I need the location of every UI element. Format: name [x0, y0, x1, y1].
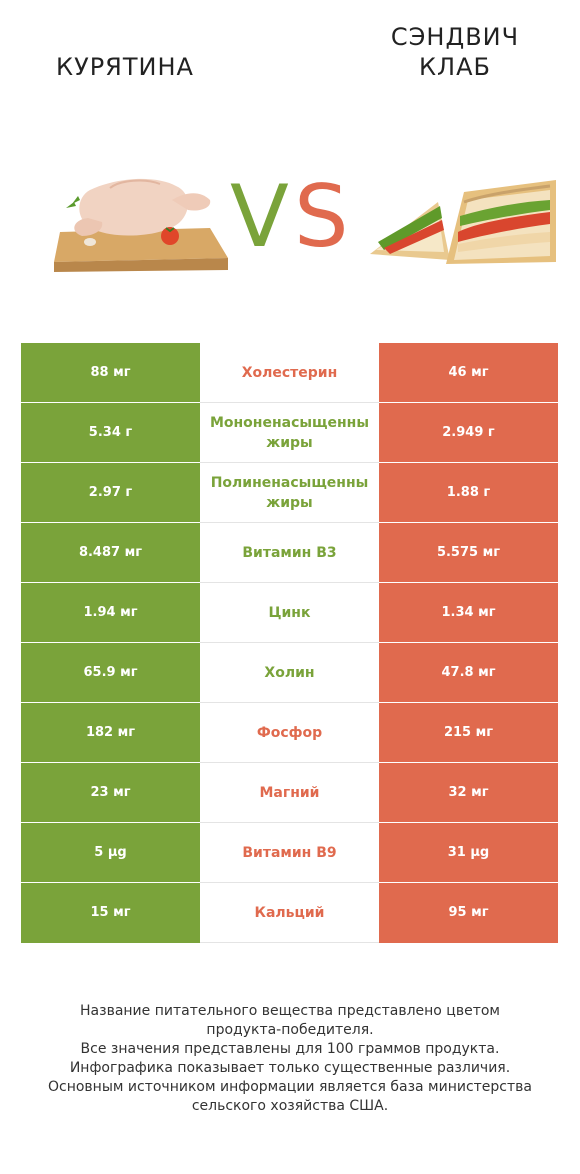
nutrient-name-label: Цинк [268, 604, 311, 621]
right-value: 95 мг [379, 882, 558, 943]
vs-letter-v: V [230, 167, 289, 260]
footnote-line: Название питательного вещества представл… [80, 1003, 500, 1019]
right-value: 47.8 мг [379, 642, 558, 703]
footnote-line: Инфографика показывает только существенн… [69, 1060, 511, 1076]
right-value: 1.88 г [379, 462, 558, 523]
nutrient-row: 2.97 г Полиненасыщенны жиры 1.88 г [21, 462, 558, 523]
nutrient-name: Кальций [200, 882, 379, 943]
nutrient-name: Холестерин [200, 343, 379, 403]
footnote-line: продукта-победителя. [206, 1022, 374, 1038]
nutrient-comparison-table: 88 мг Холестерин 46 мг 5.34 г Мононенасыщенн… [21, 343, 558, 943]
footnote-line: Основным источником информации является … [48, 1079, 532, 1095]
nutrient-name: Магний [200, 762, 379, 823]
nutrient-name-label: Холин [264, 664, 315, 681]
vs-letter-s: S [294, 167, 349, 260]
right-value: 32 мг [379, 762, 558, 823]
nutrient-row: 8.487 мг Витамин B3 5.575 мг [21, 522, 558, 583]
nutrient-name-label: Витамин B3 [242, 544, 337, 561]
roast-chicken-icon [54, 178, 228, 272]
nutrient-name-label: Кальций [254, 904, 325, 921]
nutrient-row: 182 мг Фосфор 215 мг [21, 702, 558, 763]
left-value: 2.97 г [21, 462, 200, 523]
nutrient-row: 65.9 мг Холин 47.8 мг [21, 642, 558, 703]
club-sandwich-icon [370, 180, 556, 264]
left-value: 182 мг [21, 702, 200, 763]
nutrient-name-line: жиры [266, 434, 313, 451]
nutrient-name: Полиненасыщенны жиры [200, 462, 379, 523]
footnote-line: Все значения представлены для 100 граммо… [80, 1041, 500, 1057]
left-product-title: КУРЯТИНА [56, 53, 194, 81]
nutrient-name: Витамин B9 [200, 822, 379, 883]
left-value: 88 мг [21, 343, 200, 403]
left-value: 65.9 мг [21, 642, 200, 703]
nutrient-name: Мононенасыщенны жиры [200, 402, 379, 463]
footnote: Название питательного вещества представл… [20, 1002, 560, 1116]
left-value: 5 µg [21, 822, 200, 883]
right-value: 2.949 г [379, 402, 558, 463]
right-product-title: СЭНДВИЧ КЛАБ [360, 22, 550, 82]
right-value: 215 мг [379, 702, 558, 763]
right-product-title-line-2: КЛАБ [419, 53, 491, 81]
right-value: 31 µg [379, 822, 558, 883]
nutrient-name-label: Фосфор [256, 724, 323, 741]
right-value: 46 мг [379, 343, 558, 403]
nutrient-row: 15 мг Кальций 95 мг [21, 882, 558, 943]
nutrient-name-line: Полиненасыщенны [210, 474, 369, 491]
nutrient-row: 5 µg Витамин B9 31 µg [21, 822, 558, 883]
nutrient-row: 23 мг Магний 32 мг [21, 762, 558, 823]
left-value: 23 мг [21, 762, 200, 823]
left-value: 1.94 мг [21, 582, 200, 643]
right-product-title-line-1: СЭНДВИЧ [390, 23, 520, 51]
nutrient-name-line: Мононенасыщенны [209, 414, 370, 431]
nutrient-name-line: жиры [266, 494, 313, 511]
nutrient-row: 1.94 мг Цинк 1.34 мг [21, 582, 558, 643]
left-value: 15 мг [21, 882, 200, 943]
nutrient-row: 5.34 г Мононенасыщенны жиры 2.949 г [21, 402, 558, 463]
footnote-line: сельского хозяйства США. [191, 1098, 389, 1114]
nutrient-row: 88 мг Холестерин 46 мг [21, 343, 558, 403]
nutrient-name-label: Витамин B9 [242, 844, 337, 861]
nutrient-name: Холин [200, 642, 379, 703]
versus-icon: V S [230, 167, 349, 260]
left-value: 5.34 г [21, 402, 200, 463]
right-value: 1.34 мг [379, 582, 558, 643]
nutrient-name: Фосфор [200, 702, 379, 763]
left-value: 8.487 мг [21, 522, 200, 583]
right-value: 5.575 мг [379, 522, 558, 583]
nutrient-name-label: Холестерин [241, 364, 338, 381]
nutrient-name: Витамин B3 [200, 522, 379, 583]
nutrient-name-label: Магний [259, 784, 320, 801]
nutrient-name: Цинк [200, 582, 379, 643]
